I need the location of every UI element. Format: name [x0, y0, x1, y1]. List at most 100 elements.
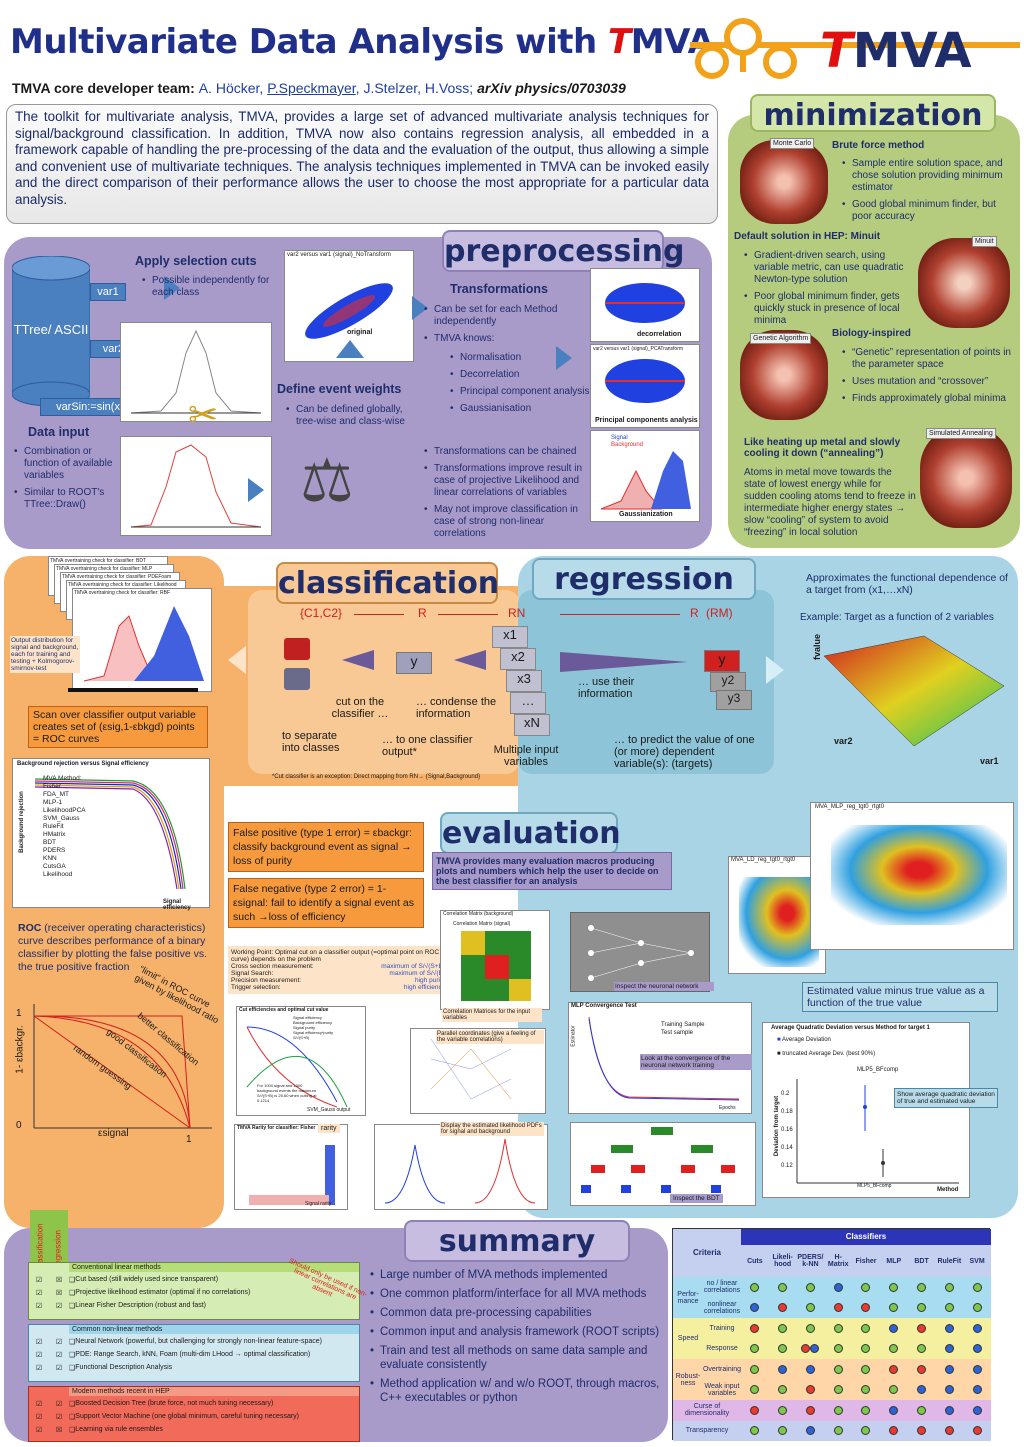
- xn-box: xN: [514, 714, 550, 736]
- cut-eff-title: Cut efficiencies and optimal cut value: [239, 1007, 329, 1013]
- dev-xlabel: Method: [937, 1187, 959, 1193]
- legend-background: Background: [611, 442, 644, 448]
- wp-row-label: Precision measurement:: [231, 977, 302, 984]
- arrow-right-icon: [560, 652, 688, 672]
- rating-cell: [935, 1318, 964, 1339]
- reg-rm-label: (RM): [706, 606, 733, 620]
- rating-cell: [796, 1400, 825, 1421]
- corr-title-2: Correlation Matrix (signal): [453, 921, 511, 927]
- trans-item: Transformations improve result in case o…: [422, 463, 592, 499]
- poster-title: Multivariate Data Analysis with TMVA 4: [10, 22, 748, 62]
- rn-label: RN: [508, 606, 526, 620]
- rating-cell: [879, 1318, 908, 1339]
- smiley-icon: [917, 1405, 927, 1415]
- check-icon: ☑: [35, 1277, 43, 1284]
- smiley-icon: [805, 1426, 815, 1436]
- wp-row-value: high purity: [415, 977, 445, 984]
- group-linear: Conventional linear methods ☑ ☒ ❑ Cut base…: [28, 1262, 360, 1320]
- x3-box: x3: [506, 670, 542, 692]
- ld-reg-plot: MVA_LD_reg_tgt0_rtgt0: [728, 856, 826, 974]
- criteria-label: Weak input variables: [703, 1379, 741, 1400]
- x-stack: x1 x2 x3 … xN: [492, 626, 552, 736]
- smiley-icon: [778, 1405, 788, 1415]
- method-item: Boosted Decision Tree (brute force, not …: [75, 1400, 274, 1407]
- bdt-plot: [570, 1122, 756, 1206]
- cut-eff-legend: Signal efficiency Background efficiency Si…: [293, 1015, 333, 1040]
- legend-signal: Signal: [611, 435, 628, 441]
- smiley-icon: [750, 1405, 760, 1415]
- trans-item: May not improve classification in case o…: [422, 504, 592, 540]
- rating-cell: [879, 1379, 908, 1400]
- check-icon: ☑: [35, 1352, 43, 1359]
- classifier-col: PDERS/ k-NN: [796, 1245, 825, 1277]
- wp-row-value: maximum of S/√(S+B): [381, 963, 445, 970]
- check-icon: ☒: [55, 1277, 63, 1284]
- check-icon: ☑: [35, 1365, 43, 1372]
- cut-eff-note: For 1000 signal and 1000 background even…: [257, 1083, 317, 1103]
- roc-legend-item: HMatrix: [43, 831, 66, 838]
- smiley-icon: [861, 1364, 871, 1374]
- heatmap: [739, 877, 819, 967]
- heatmap: [831, 825, 1007, 925]
- legend-item: Test sample: [661, 1030, 694, 1036]
- rating-cell: [935, 1297, 964, 1318]
- classification-header: classification: [276, 562, 499, 604]
- classifier-table: Criteria Classifiers Cuts Likeli-hood PDER…: [672, 1228, 991, 1441]
- check-icon: ☑: [55, 1414, 63, 1421]
- rating-cell: [768, 1338, 797, 1359]
- tmva-logo: TMVA: [690, 12, 1020, 82]
- rating-cell: [935, 1420, 964, 1441]
- smiley-icon: [889, 1364, 899, 1374]
- rating-cell: [768, 1318, 797, 1339]
- smiley-icon: [750, 1344, 760, 1354]
- rating-cell: [768, 1379, 797, 1400]
- plot-title: var2 versus var1 (signal)_PCATransform: [593, 346, 684, 352]
- plot-title: var2 versus var1 (signal)_NoTransform: [287, 252, 391, 258]
- smiley-icon: [944, 1282, 954, 1292]
- scan-note: Scan over classifier output variable cre…: [28, 706, 208, 748]
- dev-title: Average Quadratic Deviation versus Metho…: [771, 1025, 930, 1031]
- check-icon: ☑: [35, 1339, 43, 1346]
- criteria-label: nonlinear correlations: [703, 1297, 741, 1318]
- wp-title: Working Point: Optimal cut on a classifi…: [231, 949, 440, 963]
- roc-desc-bold: ROC: [18, 922, 42, 934]
- group-title: Conventional linear methods: [69, 1263, 359, 1272]
- arrow-up-icon: [336, 340, 364, 358]
- conv-xlabel: Epochs: [719, 1105, 736, 1111]
- parallel-note: Parallel coordinates (give a feeling of …: [436, 1030, 544, 1044]
- criteria-group: Robust-ness: [673, 1359, 703, 1400]
- classifier-col: BDT: [907, 1245, 936, 1277]
- smiley-icon: [778, 1303, 788, 1313]
- rating-cell: [852, 1359, 880, 1380]
- tag-monte-carlo: Monte Carlo: [770, 138, 815, 149]
- check-icon: ☑: [55, 1339, 63, 1346]
- cut-efficiency-plot: Cut efficiencies and optimal cut value S…: [236, 1006, 366, 1116]
- roc2-one-x: 1: [186, 1134, 192, 1145]
- summary-header: summary: [404, 1220, 630, 1262]
- method-item: Neural Network (powerful, but challengin…: [75, 1338, 322, 1345]
- corr-title: Correlation Matrix (background): [443, 911, 514, 917]
- smiley-icon: [861, 1282, 871, 1292]
- rating-cell: [852, 1297, 880, 1318]
- var2-histogram: [120, 322, 272, 422]
- wp-row-value: high efficiency: [403, 984, 445, 991]
- rating-cell: [963, 1420, 991, 1441]
- summary-item: Common data pre-processing capabilities: [368, 1306, 668, 1320]
- minuit-plot: [918, 238, 1010, 328]
- roc2-zero-y: 0: [16, 1120, 22, 1131]
- criteria-group: Speed: [673, 1318, 703, 1359]
- conv-legend: Training Sample Test sample: [661, 1021, 704, 1037]
- roc-description: ROC (receiver operating characteristics)…: [18, 922, 218, 974]
- smiley-icon: [810, 1344, 820, 1354]
- rating-cell: [852, 1420, 880, 1441]
- tick-label: 0.16: [781, 1127, 793, 1133]
- smiley-icon: [917, 1323, 927, 1333]
- smiley-icon: [750, 1282, 760, 1292]
- smiley-icon: [750, 1303, 760, 1313]
- criteria-label: Overtraining: [703, 1359, 741, 1380]
- check-icon: ☑: [55, 1401, 63, 1408]
- roc2-one-y: 1: [16, 1008, 22, 1019]
- default-title: Default solution in HEP: Minuit: [734, 231, 881, 242]
- roc-legend-item: FDA_MT: [43, 791, 69, 798]
- rarity-plot: TMVA Rarity for classifier: Fisher Signa…: [234, 1124, 348, 1210]
